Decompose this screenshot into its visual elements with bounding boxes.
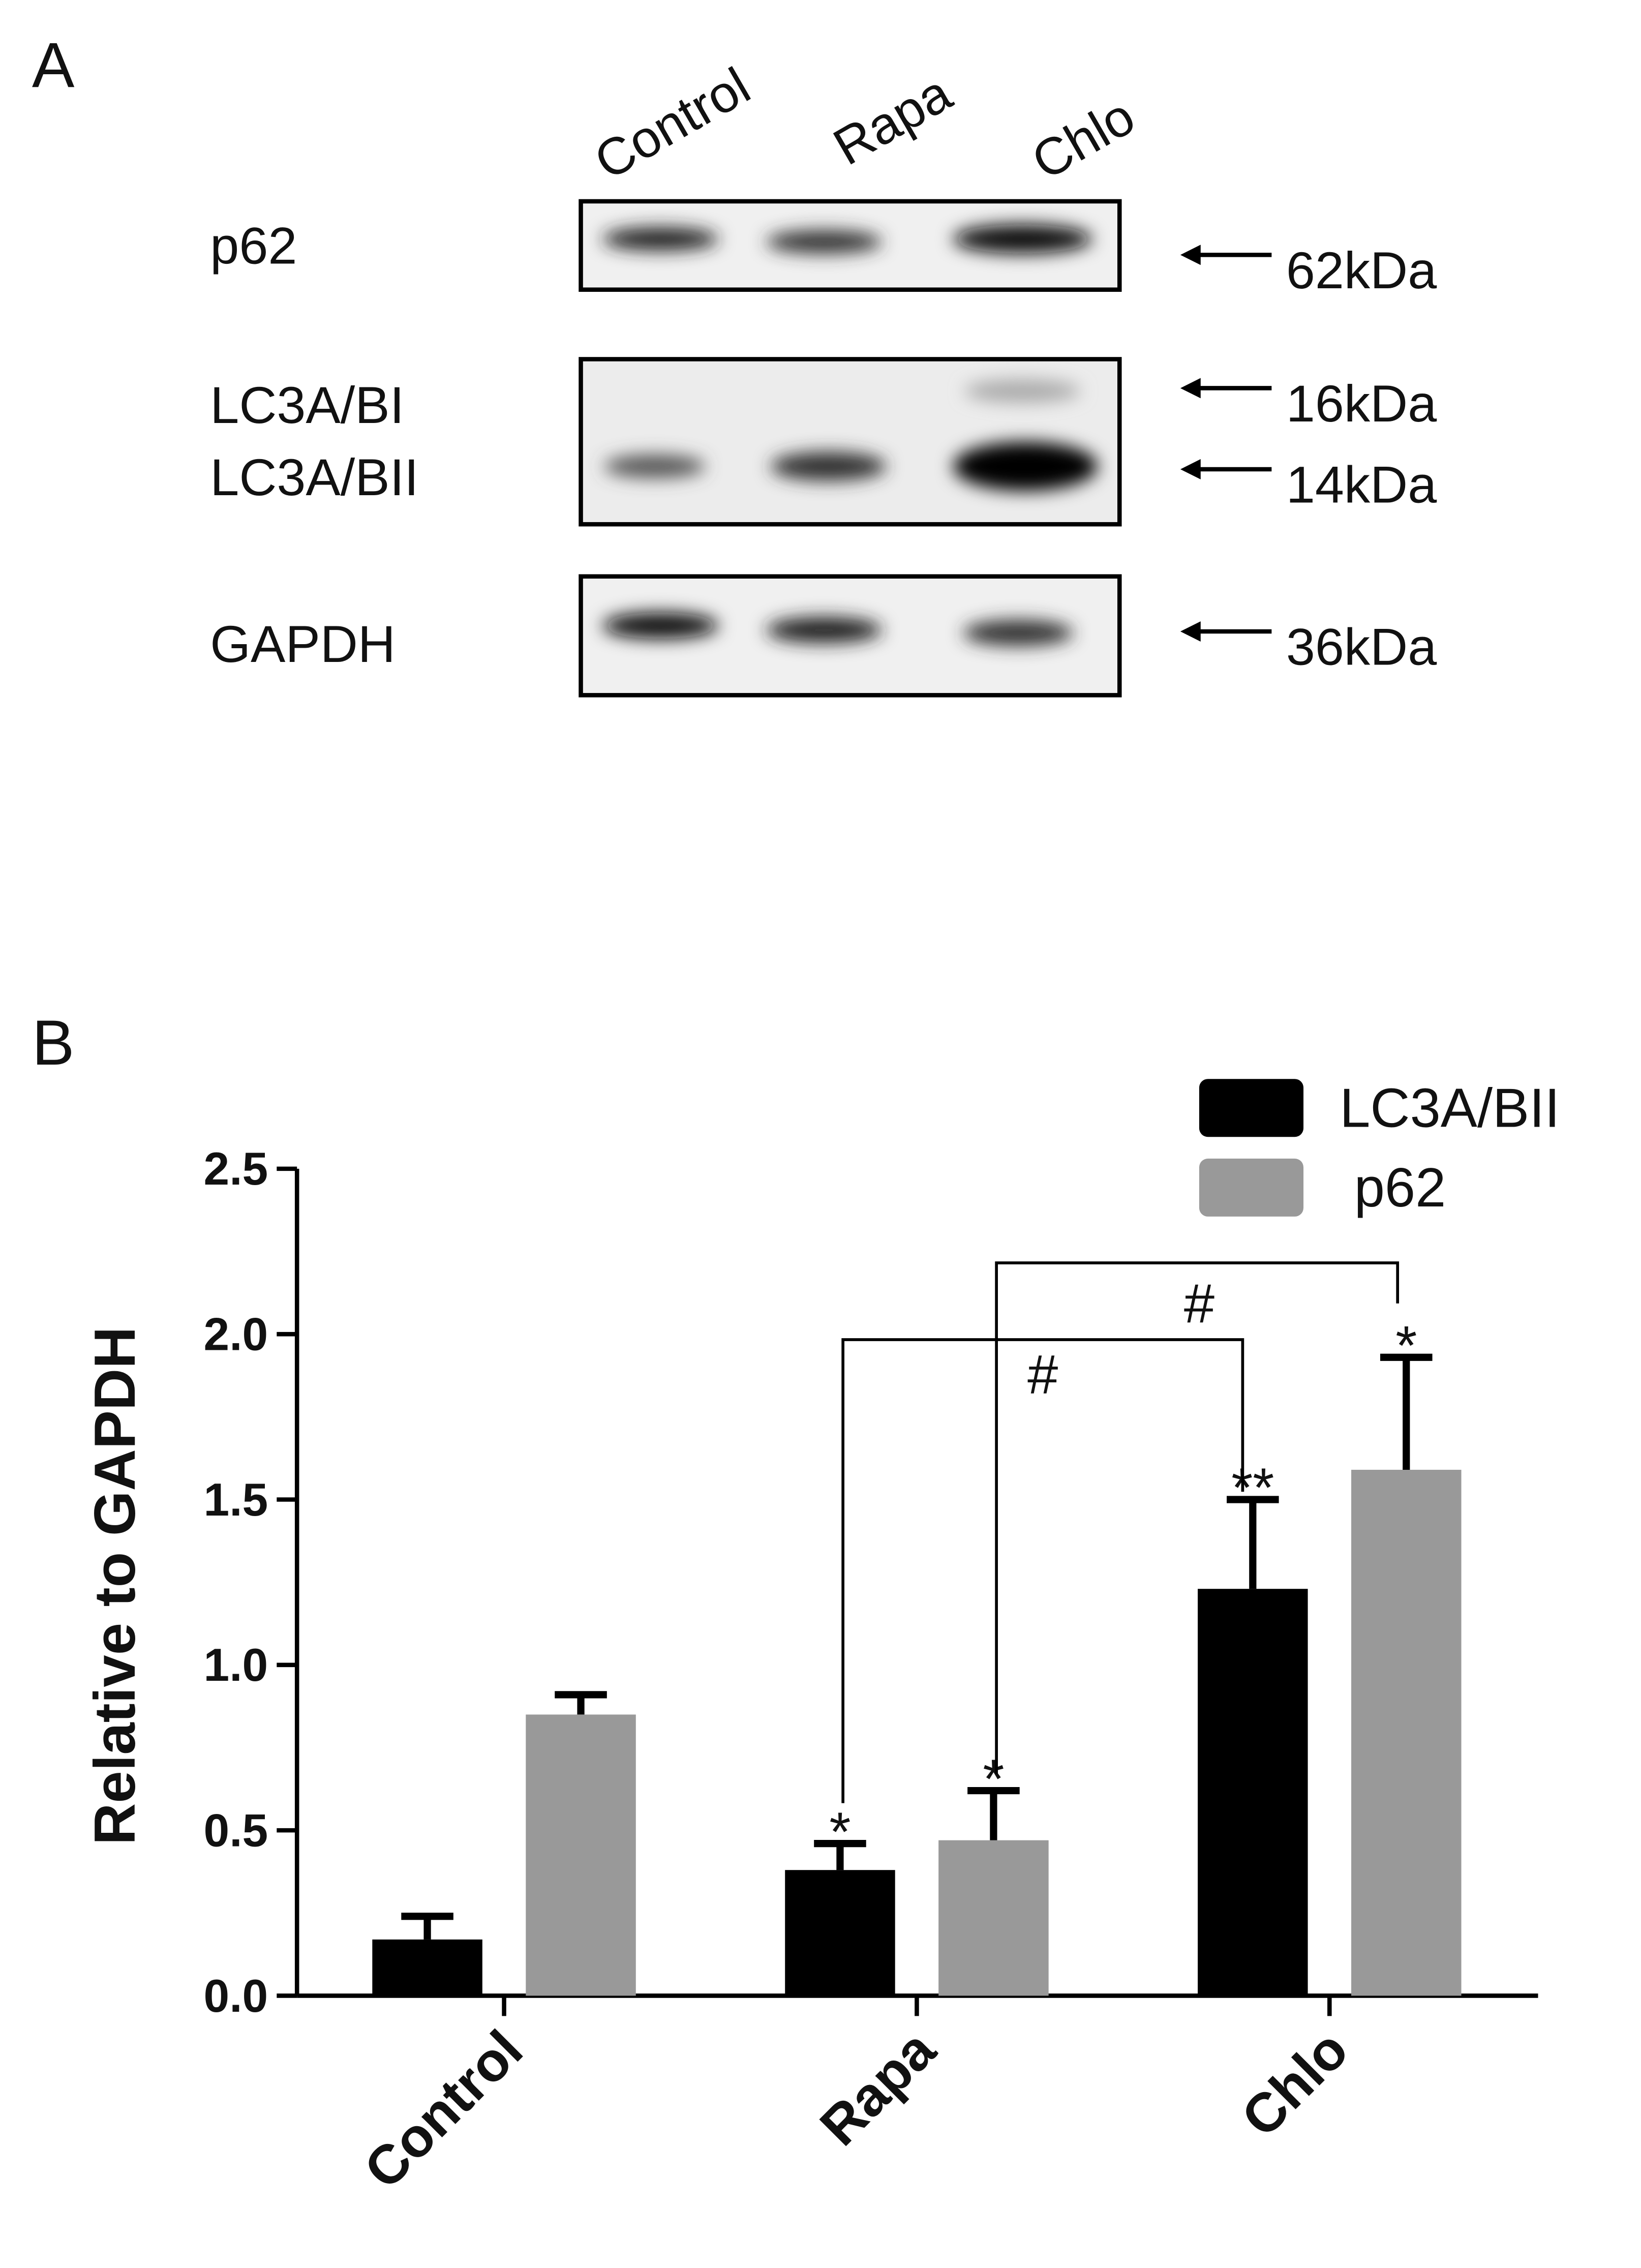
y-tick-label: 2.0 bbox=[204, 1309, 268, 1360]
legend-swatch bbox=[1199, 1079, 1304, 1137]
protein-label: LC3A/BII bbox=[210, 448, 418, 506]
band bbox=[953, 224, 1092, 254]
bands bbox=[602, 224, 1098, 646]
significance: * bbox=[829, 1801, 850, 1862]
protein-label: LC3A/BI bbox=[210, 376, 404, 434]
bar bbox=[372, 1939, 482, 1996]
y-tick-label: 0.0 bbox=[204, 1970, 268, 2022]
arrow-head bbox=[1180, 621, 1201, 642]
arrow-head bbox=[1180, 378, 1201, 399]
bar bbox=[938, 1840, 1049, 1996]
significance: * bbox=[983, 1748, 1004, 1809]
panel-label: A bbox=[32, 29, 75, 101]
panel-label: B bbox=[32, 1007, 75, 1078]
size-label: 14kDa bbox=[1286, 455, 1437, 513]
y-axis-label: Relative to GAPDH bbox=[83, 1327, 147, 1845]
band bbox=[766, 230, 883, 254]
band bbox=[964, 379, 1081, 403]
bracket-label: # bbox=[1184, 1273, 1214, 1334]
size-label: 62kDa bbox=[1286, 241, 1437, 299]
bracket bbox=[841, 1338, 1244, 1803]
protein-label: p62 bbox=[210, 216, 297, 275]
x-tick-label: Control bbox=[352, 2018, 534, 2200]
x-tick-label: Rapa bbox=[808, 2018, 947, 2157]
size-label: 36kDa bbox=[1286, 618, 1437, 676]
band bbox=[602, 612, 719, 639]
band bbox=[766, 617, 883, 643]
x-tick-label: Chlo bbox=[1230, 2018, 1360, 2149]
size-label: 16kDa bbox=[1286, 374, 1437, 433]
y-tick-label: 0.5 bbox=[204, 1804, 268, 1856]
lane-label: Chlo bbox=[1022, 86, 1144, 191]
bar bbox=[526, 1714, 636, 1996]
protein-label: GAPDH bbox=[210, 615, 396, 673]
arrow-head bbox=[1180, 245, 1201, 265]
band bbox=[604, 455, 706, 478]
band bbox=[953, 441, 1098, 491]
lane-label: Rapa bbox=[824, 63, 961, 176]
band bbox=[963, 620, 1074, 646]
bar bbox=[1351, 1469, 1462, 1996]
arrow-head bbox=[1180, 459, 1201, 479]
bracket bbox=[995, 1261, 1400, 1774]
significance: ** bbox=[1231, 1457, 1274, 1519]
lane-label: Control bbox=[585, 56, 759, 191]
legend-swatch bbox=[1199, 1158, 1304, 1217]
significance: * bbox=[1395, 1315, 1417, 1376]
legend-label: LC3A/BII bbox=[1340, 1077, 1560, 1138]
bar bbox=[1198, 1589, 1308, 1996]
y-tick-label: 1.5 bbox=[204, 1474, 268, 1526]
band bbox=[770, 451, 887, 481]
band bbox=[602, 227, 719, 251]
legend-label: p62 bbox=[1354, 1157, 1446, 1218]
y-tick-label: 2.5 bbox=[204, 1143, 268, 1195]
bracket-label: # bbox=[1027, 1343, 1058, 1405]
y-tick-label: 1.0 bbox=[204, 1639, 268, 1691]
bar bbox=[785, 1870, 895, 1996]
